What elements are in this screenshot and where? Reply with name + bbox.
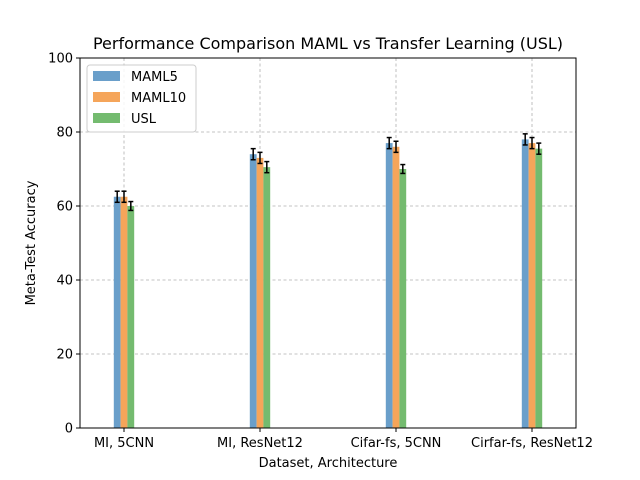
bar-usl: [399, 169, 407, 428]
bar-usl: [535, 148, 543, 428]
bar-usl: [263, 167, 271, 428]
y-tick-label: 40: [56, 274, 73, 289]
bar-layer: [113, 133, 543, 429]
x-tick-label: Cifar-fs, 5CNN: [351, 436, 442, 451]
y-axis-label: Meta-Test Accuracy: [24, 180, 39, 305]
legend: MAML5 MAML10 USL: [86, 64, 197, 133]
bar-maml10: [120, 196, 128, 428]
bar-maml10: [528, 143, 536, 428]
x-tick-label: MI, ResNet12: [217, 436, 303, 451]
plot-frame: [79, 57, 577, 429]
bar-maml10: [392, 146, 400, 429]
y-tick-label: 60: [56, 200, 73, 215]
legend-label-usl: USL: [131, 112, 157, 127]
legend-swatch-maml5: [93, 71, 120, 81]
legend-swatch-usl: [93, 113, 120, 123]
legend-label-maml10: MAML10: [131, 91, 186, 106]
x-tick-label: MI, 5CNN: [94, 436, 154, 451]
bar-maml10: [256, 157, 264, 428]
bar-usl: [127, 206, 135, 428]
legend-swatch-maml10: [93, 92, 120, 102]
x-axis-label: Dataset, Architecture: [259, 456, 398, 471]
bar-maml5: [521, 139, 529, 428]
y-tick-label: 80: [56, 126, 73, 141]
chart-title: Performance Comparison MAML vs Transfer …: [93, 34, 563, 53]
y-tick-label: 100: [48, 52, 73, 67]
bar-maml5: [249, 154, 257, 428]
bar-maml5: [385, 143, 393, 428]
y-tick-label: 0: [65, 422, 73, 437]
y-tick-label: 20: [56, 348, 73, 363]
bar-maml5: [113, 196, 121, 428]
x-tick-label: Cirfar-fs, ResNet12: [471, 436, 593, 451]
legend-label-maml5: MAML5: [131, 70, 178, 85]
axis-layer: 0 20 40 60 80 100 MI, 5CNN MI, ResNet12 Cifar-fs…: [48, 52, 593, 452]
